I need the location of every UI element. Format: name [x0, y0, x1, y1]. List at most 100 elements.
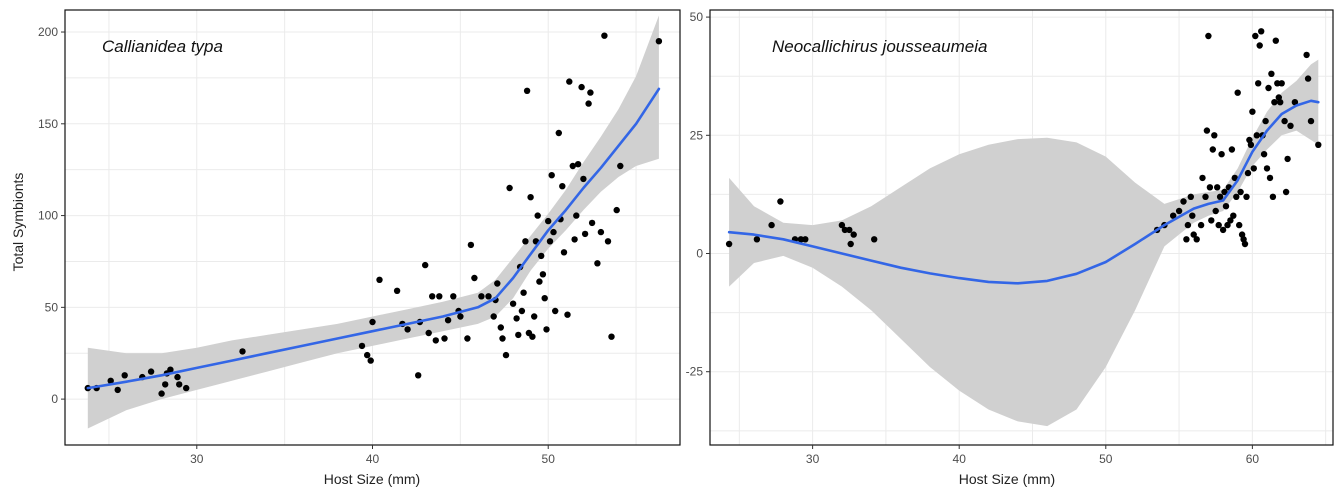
data-point: [1233, 193, 1240, 200]
data-point: [522, 238, 529, 245]
data-point: [559, 183, 566, 190]
y-tick-label: 50: [45, 300, 59, 314]
data-point: [529, 333, 536, 340]
data-point: [753, 236, 761, 243]
smooth-line: [86, 87, 661, 390]
data-point: [1252, 32, 1259, 40]
data-point: [1269, 193, 1277, 200]
y-tick-label: -25: [686, 365, 704, 379]
data-point: [425, 329, 432, 337]
data-point: [541, 295, 548, 302]
data-point: [167, 366, 174, 373]
data-point: [1255, 80, 1262, 87]
data-point: [393, 287, 401, 294]
data-point: [520, 289, 527, 296]
data-point: [432, 337, 439, 344]
data-point: [543, 326, 550, 333]
data-point: [802, 236, 809, 243]
smooth-line: [727, 99, 1320, 285]
data-point: [725, 240, 733, 248]
points: [84, 32, 663, 397]
data-point: [655, 38, 663, 45]
panel-callianidea-typa: Callianidea typa 30 40 50 0 50 100 150 200: [38, 9, 681, 466]
data-point: [1216, 193, 1224, 200]
data-point: [1258, 28, 1265, 35]
data-point: [1187, 193, 1195, 200]
data-point: [550, 228, 557, 236]
y-tick-label: 100: [38, 209, 58, 223]
panel-neocallichirus-jousseaumeia: Neocallichirus jousseaumeia 30 40 50 60 -25 0…: [686, 9, 1334, 466]
data-point: [560, 249, 568, 256]
data-point: [1205, 32, 1212, 40]
data-point: [1230, 212, 1237, 219]
data-point: [580, 175, 587, 183]
data-point: [485, 293, 492, 300]
x-tick-label: 50: [542, 452, 556, 466]
data-point: [1193, 236, 1200, 243]
data-point: [841, 226, 849, 234]
data-point: [1274, 80, 1281, 87]
x-tick-label: 40: [366, 452, 380, 466]
confidence-band: [729, 59, 1319, 427]
data-point: [239, 348, 246, 355]
panel-title: Callianidea typa: [102, 37, 223, 56]
data-point: [162, 381, 169, 388]
data-point: [608, 333, 615, 340]
data-point: [1219, 226, 1227, 234]
data-point: [415, 372, 422, 379]
data-point: [1203, 127, 1211, 134]
data-point: [1224, 221, 1231, 229]
data-point: [457, 313, 464, 320]
x-tick-label: 40: [953, 452, 967, 466]
data-point: [1263, 165, 1271, 172]
data-point: [358, 342, 366, 350]
data-point: [564, 311, 571, 318]
data-point: [1304, 75, 1312, 82]
data-point: [502, 351, 510, 359]
panel-border: [709, 9, 1334, 446]
data-point: [114, 386, 121, 394]
data-point: [527, 194, 534, 201]
data-point: [515, 331, 522, 339]
data-point: [1208, 217, 1215, 224]
y-tick-label: 50: [690, 10, 704, 24]
x-tick-label: 60: [1246, 452, 1260, 466]
data-point: [1221, 188, 1228, 196]
y-tick-label: 0: [696, 247, 703, 261]
data-point: [555, 129, 562, 137]
data-point: [518, 307, 526, 315]
data-point: [768, 221, 775, 229]
data-point: [1250, 165, 1258, 172]
data-point: [539, 271, 547, 278]
data-point: [1244, 169, 1252, 177]
data-point: [1266, 174, 1274, 182]
data-point: [1262, 117, 1269, 125]
data-point: [429, 293, 436, 300]
data-point: [846, 226, 853, 234]
data-point: [604, 238, 612, 245]
data-point: [1247, 141, 1255, 148]
data-point: [1184, 221, 1192, 229]
y-tick-label: 25: [690, 128, 704, 142]
data-point: [183, 384, 190, 392]
data-point: [1268, 70, 1275, 78]
data-point: [1277, 99, 1284, 106]
data-point: [1222, 203, 1230, 210]
data-point: [158, 390, 165, 397]
data-point: [613, 206, 620, 214]
data-point: [847, 240, 854, 248]
data-point: [578, 83, 585, 91]
data-point: [1282, 188, 1290, 196]
data-point: [404, 326, 411, 333]
data-point: [601, 32, 608, 39]
data-point: [369, 318, 376, 326]
y-axis-title: Total Symbionts: [10, 173, 26, 272]
data-point: [538, 252, 545, 260]
data-point: [513, 315, 520, 322]
panel-title: Neocallichirus jousseaumeia: [772, 37, 987, 56]
x-tick-label: 30: [190, 452, 204, 466]
data-point: [1291, 99, 1299, 106]
data-point: [569, 162, 576, 170]
data-point: [490, 313, 497, 320]
